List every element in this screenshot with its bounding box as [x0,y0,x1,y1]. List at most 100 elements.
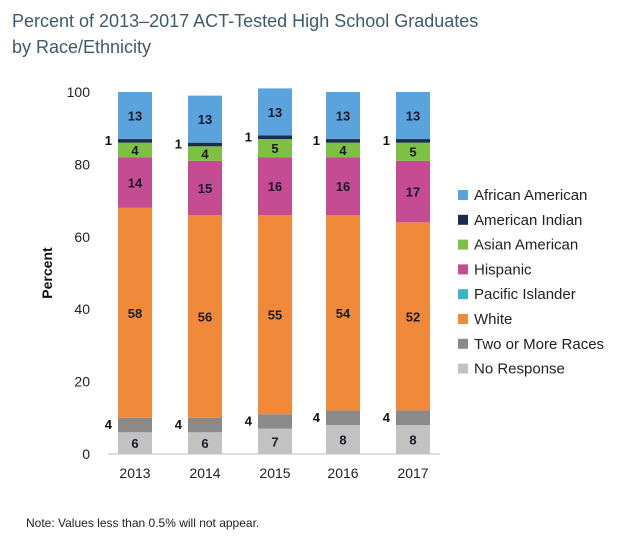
y-tick-label: 40 [74,301,90,317]
bar-segment [326,142,360,158]
data-label: 4 [245,413,253,428]
chart-title-line-1: Percent of 2013–2017 ACT-Tested High Sch… [12,11,479,31]
legend-swatch [458,214,468,225]
bar-segment [118,139,152,143]
bar-segment [326,425,360,454]
bar-segment [118,142,152,158]
data-label: 4 [201,147,209,162]
data-label: 8 [409,433,416,448]
data-label: 56 [198,309,212,324]
bar-segment [188,432,222,454]
data-label: 1 [175,136,182,151]
x-tick-label: 2017 [397,465,428,481]
bar-segment [118,417,152,433]
bar-segment [188,146,222,161]
bar-segment [258,428,292,454]
legend-label: African American [474,187,587,204]
data-label: 16 [268,179,282,194]
y-axis-label: Percent [39,247,55,299]
data-label: 1 [245,129,252,144]
bar-segment [396,139,430,143]
data-label: 15 [198,181,212,196]
chart-bars [118,88,430,454]
legend-label: Asian American [474,237,578,254]
x-tick-label: 2013 [119,465,150,481]
data-label: 54 [336,306,351,321]
data-label: 55 [268,308,282,323]
legend-label: Pacific Islander [474,286,576,303]
bar-segment [396,160,430,223]
data-label: 6 [131,436,138,451]
data-label: 13 [128,109,142,124]
legend-swatch [458,314,468,324]
data-label: 16 [336,179,350,194]
x-tick-label: 2016 [327,465,358,481]
bar-segment [326,92,360,140]
x-tick-label: 2015 [259,465,290,481]
data-label: 1 [383,133,390,148]
legend-swatch [458,289,468,300]
bar-segment [396,92,430,140]
legend-label: Hispanic [474,261,532,278]
y-tick-label: 60 [74,229,90,245]
bar-segment [326,215,360,411]
legend-label: Two or More Races [474,336,604,353]
data-label: 4 [383,410,391,425]
data-label: 4 [313,410,321,425]
legend-swatch [458,363,468,374]
bar-segment [396,142,430,161]
data-label: 5 [271,141,278,156]
bar-segment [188,160,222,216]
legend-swatch [458,239,468,250]
chart-title-line-2: by Race/Ethnicity [12,37,152,57]
bar-segment [326,139,360,143]
data-label: 1 [105,133,112,148]
bar-segment [396,410,430,426]
legend-label: White [474,311,512,328]
legend-swatch [458,264,468,275]
bar-segment [258,139,292,158]
bar-segment [396,222,430,411]
bar-segment [118,157,152,208]
legend-label: American Indian [474,212,582,229]
legend-label: No Response [474,361,565,378]
bar-segment [188,142,222,147]
data-label: 13 [406,109,420,124]
footnote: Note: Values less than 0.5% will not app… [26,516,260,530]
data-label: 4 [131,143,139,158]
data-label: 13 [198,112,212,127]
data-label: 6 [201,436,208,451]
data-label: 13 [268,105,282,120]
data-label: 17 [406,185,420,200]
bar-segment [188,95,222,143]
data-label: 7 [271,434,278,449]
bar-segment [258,135,292,140]
data-label: 4 [105,417,113,432]
legend-swatch [458,190,468,200]
bar-segment [118,432,152,454]
bar-segment [258,157,292,216]
data-label: 4 [175,417,183,432]
data-label: 14 [128,176,143,191]
chart-data-labels: 6458144113645615411374551651138454164113… [105,105,420,451]
bar-segment [326,410,360,426]
chart-title: Percent of 2013–2017 ACT-Tested High Sch… [12,8,612,60]
bar-segment [188,215,222,418]
bar-segment [326,157,360,216]
bar-segment [118,92,152,140]
y-tick-label: 0 [82,446,90,462]
bar-segment [258,414,292,429]
bar-segment [188,417,222,433]
chart-axes: Percent 0 20 40 60 80 100 2013 2014 2015 2016 2017 [39,84,440,481]
bar-segment [396,425,430,454]
legend-swatch [458,338,468,349]
data-label: 8 [339,433,346,448]
bar-segment [258,88,292,136]
bar-segment [258,215,292,415]
data-label: 5 [409,145,416,160]
y-tick-label: 100 [67,84,91,100]
data-label: 1 [313,133,320,148]
data-label: 58 [128,306,142,321]
bar-segment [118,207,152,418]
